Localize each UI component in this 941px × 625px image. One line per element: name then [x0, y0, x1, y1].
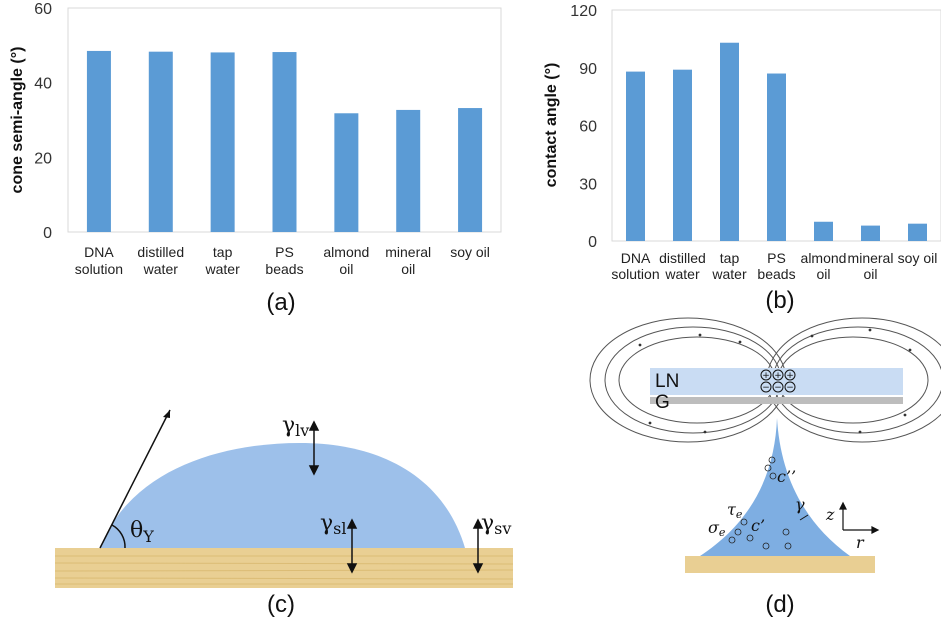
chart-a-ylabel: cone semi-angle (°) [9, 47, 26, 194]
sigma-e-label: σe [708, 518, 726, 539]
chart-a-category-label-5: mineral oil [385, 244, 431, 277]
chart-a-category-label-4: almond oil [323, 244, 369, 277]
chart-a: 0 20 40 60 DNA solution distilled water tap wate… [9, 1, 502, 277]
chart-b-category-label-1: distilled water [659, 250, 706, 282]
svg-text:−: − [786, 383, 794, 393]
chart-a-category-label-0: DNA solution [75, 244, 123, 277]
chart-b-category-label-5: mineral oil [848, 250, 894, 282]
g-label: G [655, 392, 670, 413]
chart-b-category-label-4: almond oil [801, 250, 847, 282]
gamma-sv-label: γsv [481, 511, 511, 538]
gamma-sv-arrow [472, 518, 484, 574]
chart-a-bar-0 [86, 50, 111, 232]
chart-a-ytick-0: 0 [43, 225, 52, 242]
tangent-line [99, 409, 171, 549]
chart-b-category-label-2: tap water [711, 250, 747, 282]
chart-a-bar-4 [334, 113, 359, 232]
taylor-cone [700, 418, 850, 556]
chart-b-bar-6 [908, 223, 927, 241]
chart-b-category-label-3: PS beads [757, 250, 795, 282]
substrate-texture-c [54, 555, 514, 585]
cone-charges [728, 456, 792, 550]
svg-text:−: − [762, 383, 770, 393]
chart-b-ytick-0: 0 [588, 234, 597, 251]
svg-text:+: + [762, 371, 770, 381]
chart-b-ytick-4: 120 [570, 3, 597, 20]
chart-a-ytick-3: 60 [34, 1, 52, 18]
chart-a-bar-6 [458, 108, 483, 232]
substrate-c [55, 548, 513, 588]
contact-angle-arc [111, 524, 126, 549]
chart-b-bar-1 [673, 69, 692, 241]
chart-b-bar-2 [720, 42, 739, 241]
panel-label-a: (a) [266, 289, 295, 316]
chart-b-ytick-2: 60 [579, 119, 597, 136]
chart-b-ytick-1: 30 [579, 176, 597, 193]
gamma-sl-arrow [346, 518, 358, 574]
svg-text:+: + [774, 371, 782, 381]
diagram-c: θY γlv γsl γsv [54, 409, 514, 588]
axis-r-label: r [856, 533, 865, 552]
chart-b-ytick-3: 90 [579, 61, 597, 78]
chart-a-category-label-3: PS beads [265, 244, 303, 277]
gamma-lv-arrow [308, 420, 320, 476]
droplet-c [100, 443, 465, 548]
ln-label: LN [655, 371, 679, 392]
chart-a-bar-1 [148, 51, 173, 233]
gamma-lv-label: γlv [282, 413, 309, 440]
chart-b-bar-4 [814, 221, 833, 241]
chart-b-bar-3 [767, 73, 786, 242]
chart-a-ytick-1: 20 [34, 150, 52, 167]
surface-charges: + + + − − − [760, 369, 796, 393]
field-line-dots [638, 328, 912, 434]
gamma-arrow-d [799, 514, 809, 521]
panel-label-d: (d) [765, 591, 794, 618]
chart-a-ytick-2: 40 [34, 76, 52, 93]
chart-a-category-label-6: soy oil [450, 244, 490, 260]
chart-a-bar-5 [396, 109, 421, 232]
substrate-d [685, 556, 875, 573]
diagram-d: LN G + + + − − − c’’ c’ τe σe γ z r [589, 317, 941, 573]
chart-a-category-label-1: distilled water [137, 244, 184, 277]
chart-b-category-label-0: DNA solution [611, 250, 659, 282]
c-double-prime-label: c’’ [777, 467, 796, 486]
g-layer [650, 397, 903, 404]
chart-a-bar-3 [272, 52, 297, 233]
axis-z-label: z [825, 505, 835, 524]
c-prime-label: c’ [751, 516, 765, 535]
svg-text:+: + [786, 371, 794, 381]
panel-label-c: (c) [267, 591, 295, 618]
axes-zr [839, 501, 880, 534]
tau-e-label: τe [727, 500, 743, 521]
chart-b-ylabel: contact angle (°) [543, 63, 560, 188]
chart-b-bar-0 [626, 71, 645, 241]
chart-a-category-label-2: tap water [205, 244, 241, 277]
chart-b-bar-5 [861, 225, 880, 241]
gamma-label-d: γ [795, 495, 805, 514]
chart-b-category-label-6: soy oil [898, 250, 938, 266]
ln-layer [650, 368, 903, 395]
gamma-sl-label: γsl [320, 511, 346, 538]
panel-label-b: (b) [765, 287, 794, 314]
chart-a-bar-2 [210, 52, 235, 232]
tangent-arrowhead [163, 410, 170, 418]
theta-y-label: θY [130, 518, 154, 546]
svg-text:−: − [774, 383, 782, 393]
